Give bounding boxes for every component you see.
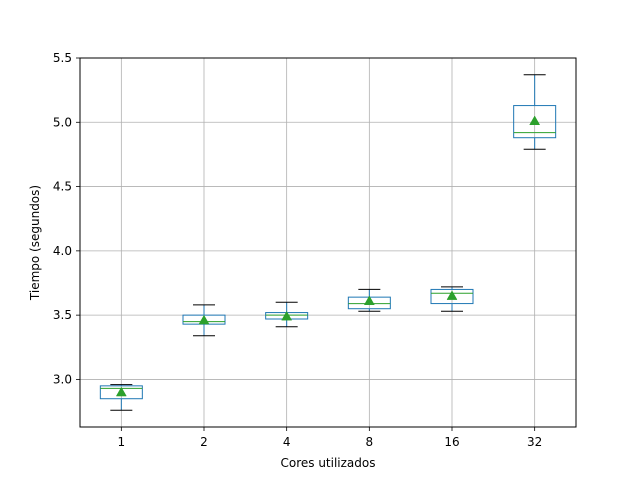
- y-tick-label: 4.0: [53, 244, 72, 258]
- x-axis-label: Cores utilizados: [280, 456, 375, 470]
- axes-frame: [79, 57, 577, 428]
- x-tick-label: 1: [118, 435, 126, 449]
- box-iqr: [513, 105, 557, 139]
- box-iqr: [99, 385, 143, 400]
- boxes-layer: [99, 74, 557, 411]
- x-tick-label: 2: [200, 435, 208, 449]
- mean-marker: [281, 310, 293, 321]
- box-iqr: [430, 288, 474, 305]
- x-tick-label: 8: [366, 435, 374, 449]
- x-tick-label: 4: [283, 435, 291, 449]
- mean-marker: [198, 314, 210, 325]
- y-axis-label: Tiempo (segundos): [28, 185, 42, 301]
- x-tick-label: 32: [527, 435, 542, 449]
- x-tick-label: 16: [444, 435, 459, 449]
- y-tick-label: 3.5: [53, 308, 72, 322]
- y-tick-label: 5.5: [53, 51, 72, 65]
- y-tick-label: 3.0: [53, 372, 72, 386]
- mean-marker: [446, 290, 458, 300]
- mean-marker: [529, 115, 541, 125]
- y-tick-label: 4.5: [53, 180, 72, 194]
- mean-marker: [363, 295, 375, 305]
- ticks-layer: 1 2 4 8 16 32 3.0 3.5 4.0 4.5 5.0 5.5: [53, 51, 542, 449]
- y-tick-label: 5.0: [53, 115, 72, 129]
- mean-marker: [115, 386, 127, 397]
